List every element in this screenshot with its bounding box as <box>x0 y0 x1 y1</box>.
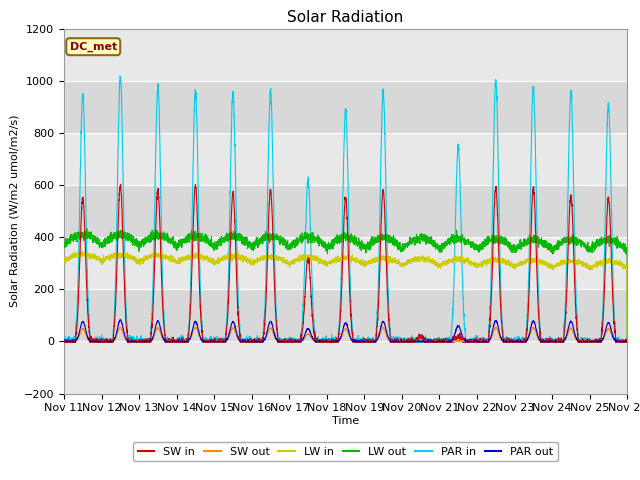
LW in <box>60 259 68 264</box>
Bar <box>64 29 627 81</box>
Line: SW out: SW out <box>64 327 627 342</box>
Bar <box>64 133 627 185</box>
SW out <box>623 338 631 344</box>
Line: LW out: LW out <box>64 228 627 341</box>
SW in <box>623 338 630 344</box>
SW in <box>504 339 512 345</box>
SW in <box>162 338 170 344</box>
LW in <box>504 257 512 263</box>
PAR out <box>116 317 124 323</box>
X-axis label: Time: Time <box>332 416 359 426</box>
PAR in <box>623 339 630 345</box>
LW in <box>441 263 449 269</box>
Line: LW in: LW in <box>64 251 627 341</box>
SW out <box>325 339 333 345</box>
LW out <box>161 237 169 242</box>
SW in <box>623 338 631 344</box>
LW out <box>623 338 631 344</box>
Line: PAR in: PAR in <box>64 76 627 342</box>
SW out <box>623 338 630 344</box>
Bar <box>64 289 627 341</box>
LW in <box>623 263 630 269</box>
LW in <box>78 248 86 254</box>
LW in <box>161 254 169 260</box>
SW in <box>472 336 480 342</box>
PAR out <box>441 339 449 345</box>
SW in <box>62 339 70 345</box>
PAR in <box>60 338 68 344</box>
Bar <box>64 341 627 394</box>
PAR out <box>504 339 512 345</box>
LW out <box>441 241 449 247</box>
SW out <box>504 339 512 345</box>
Line: PAR out: PAR out <box>64 320 627 342</box>
PAR in <box>162 339 170 345</box>
SW out <box>60 338 68 344</box>
PAR out <box>325 338 333 344</box>
Line: SW in: SW in <box>64 184 627 342</box>
LW out <box>504 240 512 245</box>
PAR out <box>60 339 68 345</box>
LW in <box>325 261 333 266</box>
LW in <box>623 338 631 344</box>
LW out <box>472 245 480 251</box>
SW out <box>65 339 72 345</box>
Y-axis label: Solar Radiation (W/m2 umol/m2/s): Solar Radiation (W/m2 umol/m2/s) <box>10 115 20 308</box>
PAR out <box>623 338 631 344</box>
PAR in <box>116 73 124 79</box>
SW in <box>441 337 449 343</box>
PAR out <box>623 338 630 344</box>
Bar <box>64 81 627 133</box>
PAR in <box>504 339 512 345</box>
PAR in <box>325 339 333 345</box>
PAR out <box>162 338 170 344</box>
PAR out <box>61 339 69 345</box>
SW out <box>162 338 170 344</box>
SW in <box>325 337 333 343</box>
Legend: SW in, SW out, LW in, LW out, PAR in, PAR out: SW in, SW out, LW in, LW out, PAR in, PA… <box>133 442 558 461</box>
PAR in <box>623 338 631 344</box>
LW out <box>623 249 630 255</box>
Bar <box>64 185 627 237</box>
SW out <box>441 338 449 344</box>
PAR in <box>472 339 480 345</box>
Text: DC_met: DC_met <box>70 42 117 52</box>
LW out <box>325 241 333 247</box>
PAR in <box>441 336 449 342</box>
LW in <box>472 262 480 267</box>
PAR out <box>472 338 480 344</box>
SW out <box>116 324 124 330</box>
LW out <box>60 241 68 247</box>
LW out <box>83 226 91 231</box>
SW in <box>60 338 68 344</box>
PAR in <box>60 339 68 345</box>
Title: Solar Radiation: Solar Radiation <box>287 10 404 25</box>
SW out <box>472 338 480 344</box>
SW in <box>116 181 124 187</box>
Bar <box>64 237 627 289</box>
